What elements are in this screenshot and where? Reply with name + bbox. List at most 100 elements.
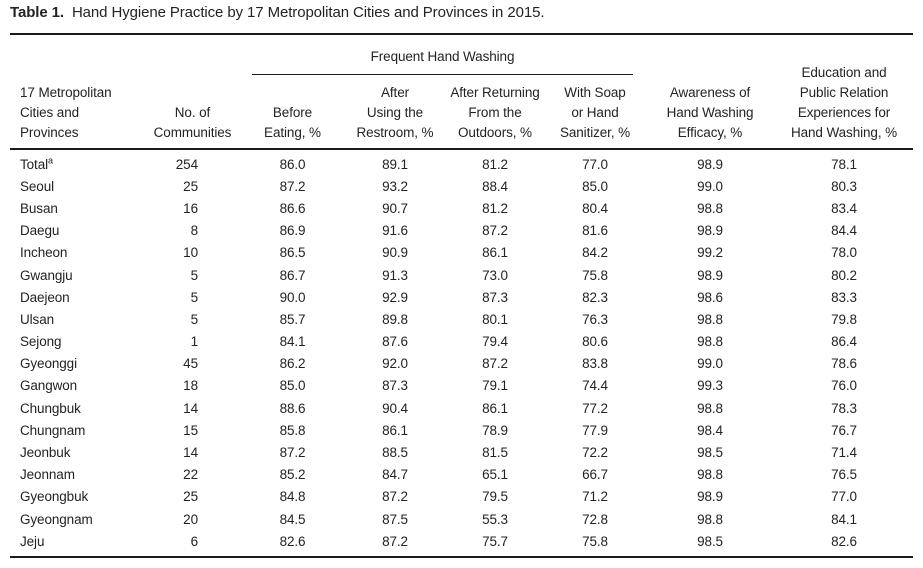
region-name-text: Ulsan [20,311,55,327]
table-cell: 99.0 [697,178,723,194]
table-cell: 84.5 [279,511,306,527]
table-cell: 87.3 [382,378,408,394]
table-cell: 72.8 [582,511,608,527]
table-cell: 83.4 [831,200,857,216]
region-name-text: Seoul [20,178,55,194]
table-cell: 84.4 [831,223,857,239]
table-cell: 78.3 [831,400,857,416]
table-header: 17 Metropolitan Cities and Provinces No.… [10,35,913,148]
table-row: Incheon 10 86.5 90.9 86.1 84.2 99.2 78.0 [10,242,913,264]
table-cell: 86.7 [279,267,306,283]
table-row: Chungnam 15 85.8 86.1 78.9 77.9 98.4 76.7 [10,419,913,441]
table-cell: 76.3 [582,311,608,327]
table-cell: 92.9 [382,289,408,305]
table-cell: 89.8 [382,311,408,327]
row-region-name: Sejong [10,334,145,349]
table-cell: 84.8 [279,489,306,505]
table-cell: 80.4 [582,200,608,216]
table-cell: 77.0 [582,156,608,172]
row-region-name: Jeju [10,534,145,549]
header-after-outdoors: After Returning From the Outdoors, % [450,85,540,140]
header-communities-column: No. of Communities [153,105,232,140]
table-cell: 74.4 [582,378,608,394]
region-name-text: Gyeongnam [20,511,93,527]
row-region-name: Gyeongbuk [10,489,145,504]
header-before-eating: Before Eating, % [264,105,321,140]
table-title: Table 1. Hand Hygiene Practice by 17 Metr… [10,2,913,26]
table-cell: 84.1 [831,511,857,527]
table-cell: 87.6 [382,334,408,350]
table-cell: 87.2 [482,223,508,239]
region-name-text: Daegu [20,223,60,239]
table-row: Totala 254 86.0 89.1 81.2 77.0 98.9 78.1 [10,153,913,175]
table-cell: 99.3 [697,378,723,394]
table-cell: 88.5 [382,445,408,461]
row-region-name: Gangwon [10,378,145,393]
table-cell: 98.9 [697,489,723,505]
table-cell: 87.2 [382,489,408,505]
table-cell: 79.8 [831,311,857,327]
table-cell: 82.6 [831,533,857,549]
header-region-column: 17 Metropolitan Cities and Provinces [20,85,112,140]
table-row: Jeonnam 22 85.2 84.7 65.1 66.7 98.8 76.5 [10,464,913,486]
table-cell: 76.5 [831,467,857,483]
table-cell: 6 [190,533,199,549]
spanner-frequent-hand-washing: Frequent Hand Washing [252,35,633,75]
table-cell: 81.2 [482,200,508,216]
table-row: Busan 16 86.6 90.7 81.2 80.4 98.8 83.4 [10,197,913,219]
row-region-name: Seoul [10,179,145,194]
top-rule [10,33,913,35]
region-name-text: Gyeonggi [20,356,77,372]
table-cell: 77.9 [582,422,608,438]
row-region-name: Totala [10,156,145,172]
table-cell: 90.4 [382,400,408,416]
table-row: Jeju 6 82.6 87.2 75.7 75.8 98.5 82.6 [10,530,913,552]
table-body: Totala 254 86.0 89.1 81.2 77.0 98.9 78.1 Seoul 25… [10,150,913,556]
table-caption: Hand Hygiene Practice by 17 Metropolitan… [71,4,545,21]
table-cell: 73.0 [482,267,508,283]
table-cell: 91.3 [382,267,408,283]
region-name-text: Jeonnam [20,467,75,483]
table-number-label: Table 1. [10,4,64,21]
table-cell: 87.2 [279,445,306,461]
region-name-text: Gwangju [20,267,73,283]
table-cell: 55.3 [482,511,508,527]
table-cell: 98.9 [697,267,723,283]
header-soap-sanitizer: With Soap or Hand Sanitizer, % [559,85,631,140]
table-cell: 1 [190,334,199,350]
table-cell: 87.2 [279,178,306,194]
table-row: Gyeongnam 20 84.5 87.5 55.3 72.8 98.8 84.1 [10,508,913,530]
table-cell: 86.1 [482,400,508,416]
row-region-name: Daejeon [10,290,145,305]
header-education-pr: Education and Public Relation Experience… [790,65,898,140]
table-cell: 98.8 [697,400,723,416]
row-region-name: Jeonnam [10,467,145,482]
table-cell: 82.6 [279,533,306,549]
table-cell: 86.9 [279,223,306,239]
table-cell: 25 [183,178,198,194]
table-cell: 85.7 [279,311,306,327]
table-cell: 90.7 [382,200,408,216]
table-cell: 5 [190,311,199,327]
table-cell: 81.2 [482,156,508,172]
table-cell: 78.0 [831,245,857,261]
region-name-text: Chungbuk [20,400,81,416]
table-cell: 5 [190,289,199,305]
region-name-text: Jeonbuk [20,445,71,461]
table-cell: 18 [183,378,198,394]
bottom-rule [10,556,913,558]
table-cell: 82.3 [582,289,608,305]
table-cell: 98.5 [697,445,723,461]
header-awareness-efficacy: Awareness of Hand Washing Efficacy, % [666,85,754,140]
table-cell: 10 [183,245,198,261]
row-region-name: Ulsan [10,312,145,327]
table-cell: 5 [190,267,199,283]
table-cell: 83.3 [831,289,857,305]
table-cell: 65.1 [482,467,508,483]
table-cell: 98.8 [697,311,723,327]
table-cell: 86.1 [482,245,508,261]
row-region-name: Gyeonggi [10,356,145,371]
table-cell: 14 [183,400,198,416]
table-cell: 86.5 [279,245,306,261]
table-row: Gyeonggi 45 86.2 92.0 87.2 83.8 99.0 78.6 [10,353,913,375]
